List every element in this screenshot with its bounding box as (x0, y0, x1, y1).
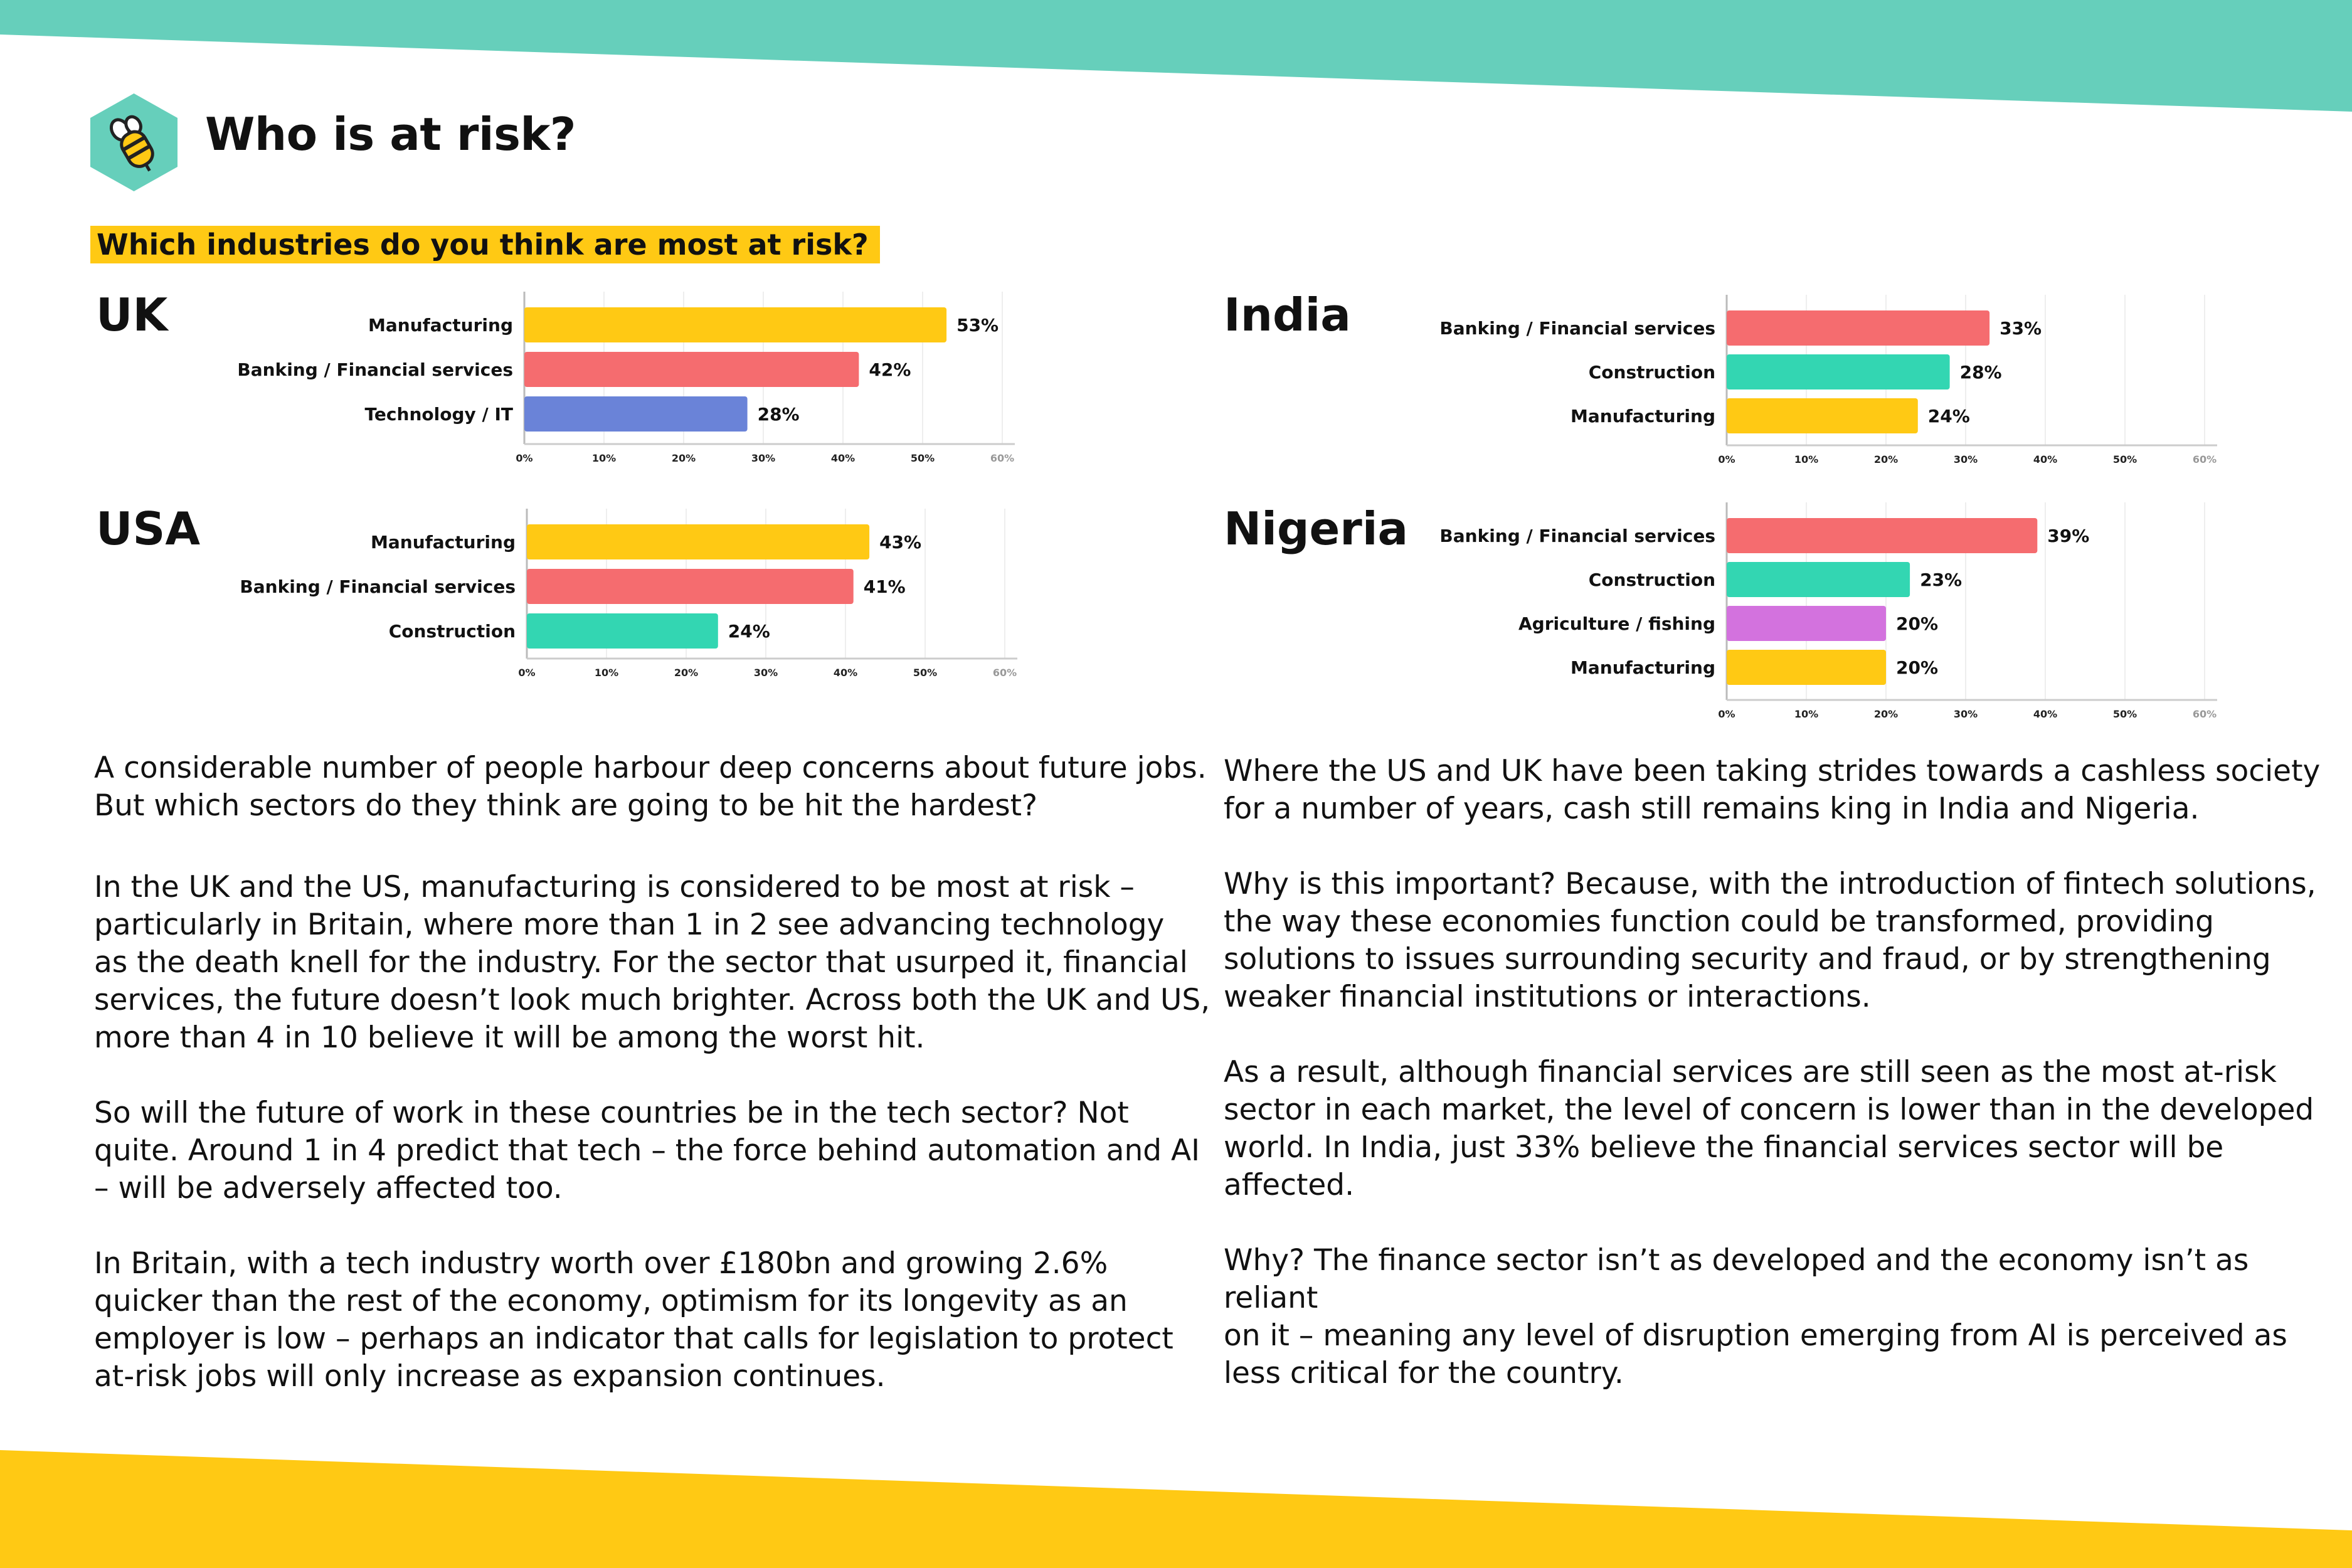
tick-label: 50% (2113, 453, 2137, 465)
category-label: Construction (1589, 569, 1715, 590)
data-label: 23% (1920, 569, 1962, 590)
bar (524, 352, 859, 387)
data-label: 53% (956, 315, 999, 336)
right-paragraph-2: Why is this important? Because, with the… (1224, 867, 2316, 1014)
tick-label: 20% (1874, 708, 1898, 720)
data-label: 28% (1960, 362, 2002, 383)
left-paragraph-3: So will the future of work in these coun… (94, 1096, 1200, 1205)
bar (1727, 310, 1990, 346)
category-label: Banking / Financial services (240, 576, 516, 597)
tick-label: 0% (516, 452, 532, 464)
bar (527, 569, 854, 604)
tick-label: 60% (993, 667, 1017, 679)
data-label: 33% (2000, 318, 2042, 339)
tick-label: 50% (2113, 708, 2137, 720)
category-label: Manufacturing (1571, 657, 1715, 678)
tick-label: 40% (831, 452, 855, 464)
right-paragraph-3: As a result, although financial services… (1224, 1055, 2314, 1202)
left-paragraph-4: In Britain, with a tech industry worth o… (94, 1246, 1173, 1394)
tick-label: 20% (672, 452, 696, 464)
tick-label: 10% (592, 452, 616, 464)
tick-label: 10% (595, 667, 618, 679)
category-label: Banking / Financial services (1439, 318, 1715, 339)
tick-label: 0% (1718, 708, 1735, 720)
tick-label: 0% (518, 667, 535, 679)
left-paragraph-1: A considerable number of people harbour … (94, 751, 1207, 823)
data-label: 24% (1928, 406, 1970, 426)
tick-label: 30% (754, 667, 778, 679)
tick-label: 0% (1718, 453, 1735, 465)
bar (1727, 518, 2038, 553)
bee-icon (90, 93, 177, 191)
bar (524, 307, 947, 342)
data-label: 28% (758, 404, 800, 425)
data-label: 41% (864, 576, 906, 597)
tick-label: 10% (1794, 453, 1818, 465)
bar (527, 524, 870, 559)
tick-label: 60% (2193, 708, 2217, 720)
page-title: Who is at risk? (205, 108, 576, 161)
country-title-uk: UK (96, 289, 168, 341)
data-label: 42% (869, 359, 911, 380)
category-label: Banking / Financial services (237, 359, 513, 380)
bar (527, 613, 718, 649)
data-label: 20% (1896, 613, 1938, 634)
tick-label: 40% (2033, 453, 2057, 465)
tick-label: 40% (834, 667, 857, 679)
tick-label: 40% (2033, 708, 2057, 720)
category-label: Manufacturing (371, 532, 516, 553)
right-paragraph-4: Why? The finance sector isn’t as develop… (1224, 1243, 2287, 1391)
bottom-band-shape (0, 1450, 2352, 1568)
data-label: 24% (728, 621, 770, 642)
category-label: Construction (389, 621, 516, 642)
question-highlight: Which industries do you think are most a… (90, 226, 880, 263)
category-label: Manufacturing (1571, 406, 1715, 426)
bar (1727, 650, 1886, 685)
category-label: Technology / IT (365, 404, 513, 425)
bar (524, 396, 748, 432)
category-label: Agriculture / fishing (1518, 613, 1715, 634)
tick-label: 30% (1954, 708, 1978, 720)
category-label: Banking / Financial services (1439, 526, 1715, 546)
tick-label: 30% (1954, 453, 1978, 465)
category-label: Construction (1589, 362, 1715, 383)
tick-label: 60% (2193, 453, 2217, 465)
tick-label: 20% (1874, 453, 1898, 465)
bar (1727, 562, 1910, 597)
country-title-nigeria: Nigeria (1224, 502, 1409, 555)
country-title-india: India (1224, 289, 1351, 341)
data-label: 43% (879, 532, 921, 553)
bar (1727, 398, 1918, 433)
right-paragraph-1: Where the US and UK have been taking str… (1224, 754, 2321, 826)
tick-label: 20% (674, 667, 698, 679)
tick-label: 50% (913, 667, 937, 679)
tick-label: 30% (751, 452, 775, 464)
data-label: 20% (1896, 657, 1938, 678)
category-label: Manufacturing (368, 315, 513, 336)
tick-label: 10% (1794, 708, 1818, 720)
bar (1727, 354, 1950, 389)
left-paragraph-2: In the UK and the US, manufacturing is c… (94, 870, 1210, 1055)
top-band-shape (0, 0, 2352, 112)
data-label: 39% (2047, 526, 2089, 546)
tick-label: 50% (911, 452, 935, 464)
country-title-usa: USA (96, 502, 201, 555)
bar (1727, 606, 1886, 641)
tick-label: 60% (990, 452, 1014, 464)
